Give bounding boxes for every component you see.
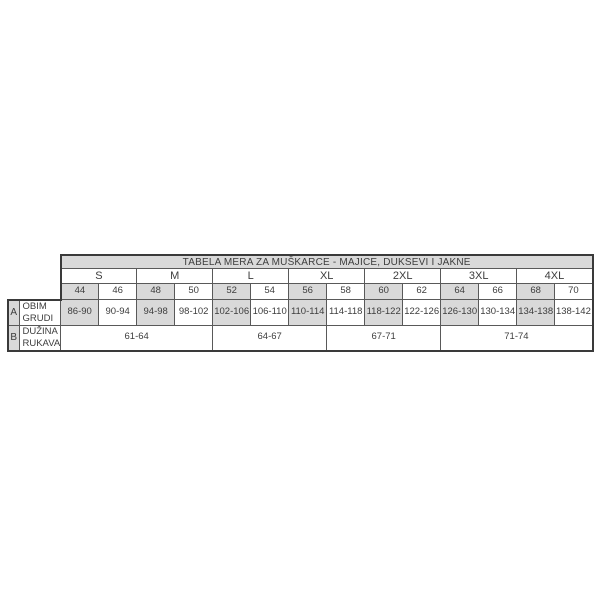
sleeve-value-cell: 61-64 [60,324,214,352]
eu-size-cell: 52 [212,283,252,300]
eu-size-cell: 62 [402,283,442,300]
row-label-cell: DUŽINA RUKAVA [18,324,62,352]
blank-cell [8,269,61,284]
title-row: TABELA MERA ZA MUŠKARCE - MAJICE, DUKSEV… [8,254,594,269]
row-key-cell: B [7,324,20,352]
chest-value-cell: 102-106 [212,299,252,326]
blank-cell [8,284,61,300]
table-title: TABELA MERA ZA MUŠKARCE - MAJICE, DUKSEV… [59,254,594,269]
chest-value-cell: 126-130 [440,299,480,326]
chest-value-cell: 86-90 [60,299,100,326]
chest-value-cell: 118-122 [364,299,404,326]
sleeve-value-cell: 71-74 [440,324,594,352]
eu-size-cell: 64 [440,283,480,300]
size-group-cell: 4XL [516,268,594,284]
chest-value-cell: 130-134 [478,299,518,326]
chest-value-cell: 114-118 [326,299,366,326]
eu-size-cell: 44 [59,283,100,300]
eu-size-cell: 56 [288,283,328,300]
size-group-cell: L [212,268,290,284]
eu-size-cell: 54 [250,283,290,300]
eu-size-cell: 46 [98,283,138,300]
eu-size-row: 44 46 48 50 52 54 56 58 60 62 64 66 68 7… [8,283,594,300]
eu-size-cell: 70 [554,283,594,300]
chest-value-cell: 122-126 [402,299,442,326]
size-group-cell: 2XL [364,268,442,284]
chest-value-cell: 134-138 [516,299,556,326]
size-group-row: S M L XL 2XL 3XL 4XL [8,268,594,284]
chest-value-cell: 110-114 [288,299,328,326]
eu-size-cell: 50 [174,283,214,300]
size-chart-table: TABELA MERA ZA MUŠKARCE - MAJICE, DUKSEV… [7,254,594,352]
sleeve-value-cell: 64-67 [212,324,328,352]
eu-size-cell: 58 [326,283,366,300]
sleeve-row: B DUŽINA RUKAVA 61-64 64-67 67-71 71-74 [7,324,594,352]
eu-size-cell: 48 [136,283,176,300]
chest-value-cell: 106-110 [250,299,290,326]
chest-value-cell: 138-142 [554,299,594,326]
row-label-cell: OBIM GRUDI [18,298,62,326]
blank-cell [8,255,61,269]
chest-row: A OBIM GRUDI 86-90 90-94 94-98 98-102 10… [7,298,594,326]
size-group-cell: M [136,268,214,284]
eu-size-cell: 68 [516,283,556,300]
chest-value-cell: 90-94 [98,299,138,326]
chest-value-cell: 94-98 [136,299,176,326]
eu-size-cell: 66 [478,283,518,300]
size-group-cell: S [59,268,138,284]
eu-size-cell: 60 [364,283,404,300]
chest-value-cell: 98-102 [174,299,214,326]
size-group-cell: XL [288,268,366,284]
sleeve-value-cell: 67-71 [326,324,442,352]
size-group-cell: 3XL [440,268,518,284]
row-key-cell: A [7,298,20,326]
